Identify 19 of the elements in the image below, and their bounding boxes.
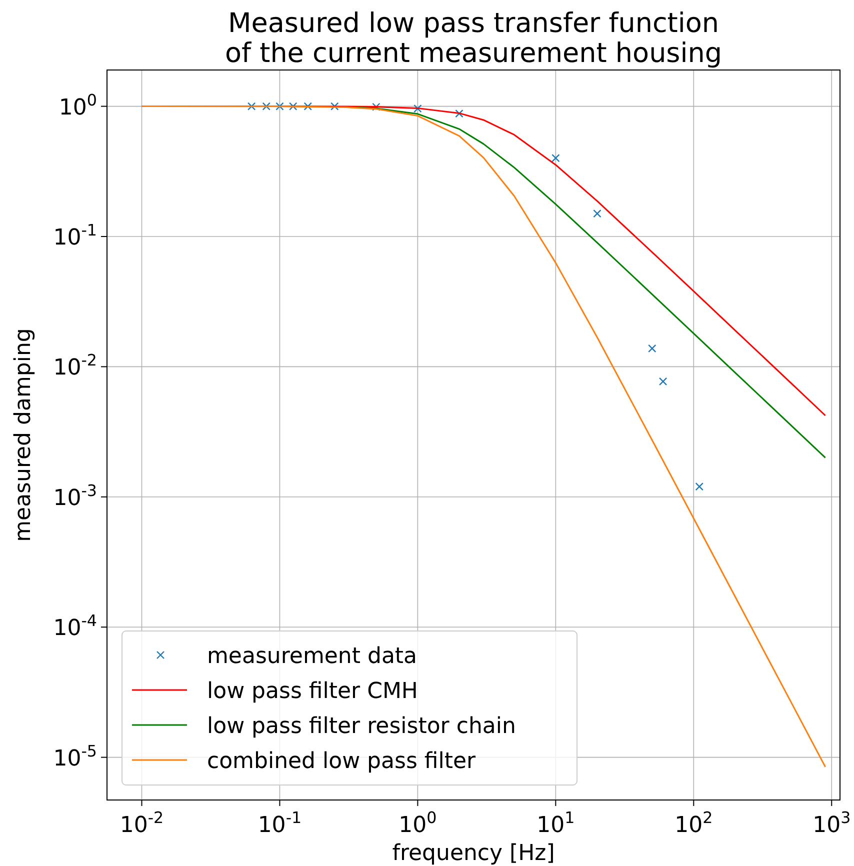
x-tick-label: 10$^{1}$ [536,808,575,838]
x-tick-label: 10$^{3}$ [812,808,851,838]
x-axis-title: frequency [Hz] [392,841,555,866]
y-tick-label: 10$^{-5}$ [53,740,97,772]
x-tick-label: 10$^{-2}$ [120,808,164,838]
y-tick-label: 10$^{-2}$ [53,350,97,381]
y-tick-label: 10$^{-3}$ [53,480,97,511]
x-tick-label: 10$^{2}$ [674,808,713,838]
y-tick-label: 10$^{-4}$ [53,610,97,642]
y-tick-label: 10$^{0}$ [58,90,97,120]
legend-label: combined low pass filter [207,749,477,774]
x-tick-label: 10$^{-1}$ [258,808,302,838]
legend-label: measurement data [207,644,418,669]
chart-title: Measured low pass transfer function of the current measurement housing [225,8,722,69]
legend-label: low pass filter resistor chain [207,714,516,739]
y-axis-title: measured damping [11,328,36,542]
x-tick-label: 10$^{0}$ [398,808,437,838]
legend-label: low pass filter CMH [207,679,418,704]
y-tick-label: 10$^{-1}$ [53,220,97,250]
